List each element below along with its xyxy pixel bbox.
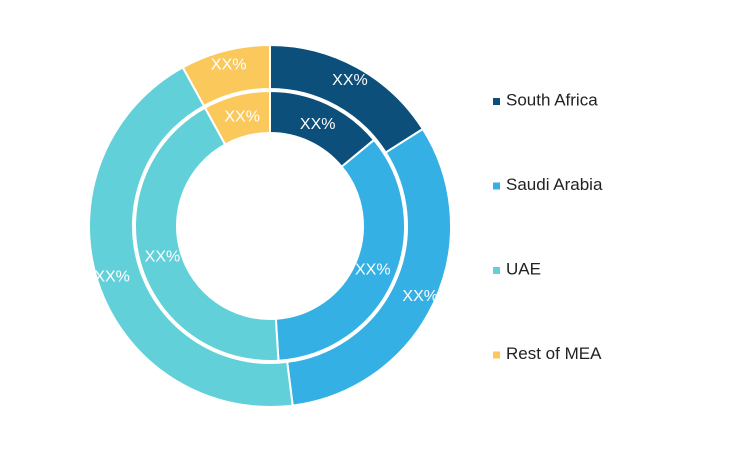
- legend-label-uae: UAE: [506, 259, 541, 278]
- inner-ring: [134, 89, 406, 362]
- slice-labels: XX% XX% XX% XX% XX% XX% XX% XX%: [94, 56, 438, 304]
- outer-label-uae: XX%: [94, 269, 130, 286]
- legend-label-south-africa: South Africa: [506, 90, 598, 109]
- legend: South Africa Saudi Arabia UAE Rest of MEA: [493, 90, 603, 363]
- outer-label-saudi-arabia: XX%: [402, 288, 438, 305]
- legend-label-saudi-arabia: Saudi Arabia: [506, 175, 603, 194]
- legend-swatch-south-africa: [493, 98, 500, 105]
- outer-label-south-africa: XX%: [332, 72, 368, 89]
- outer-label-rest-of-mea: XX%: [211, 56, 247, 73]
- inner-slice-uae: [134, 106, 280, 362]
- legend-swatch-rest-of-mea: [493, 351, 500, 359]
- inner-slice-saudi-arabia: [274, 138, 406, 362]
- inner-label-saudi-arabia: XX%: [355, 262, 391, 279]
- legend-swatch-saudi-arabia: [493, 182, 500, 190]
- legend-swatch-uae: [493, 267, 500, 274]
- inner-label-south-africa: XX%: [300, 116, 336, 133]
- outer-slice-uae: [88, 66, 294, 408]
- outer-slice-rest-of-mea: [181, 43, 271, 108]
- outer-ring: [88, 43, 452, 408]
- legend-label-rest-of-mea: Rest of MEA: [506, 344, 602, 363]
- inner-label-uae: XX%: [145, 248, 181, 265]
- inner-slice-rest-of-mea: [203, 89, 271, 146]
- inner-label-rest-of-mea: XX%: [224, 109, 260, 126]
